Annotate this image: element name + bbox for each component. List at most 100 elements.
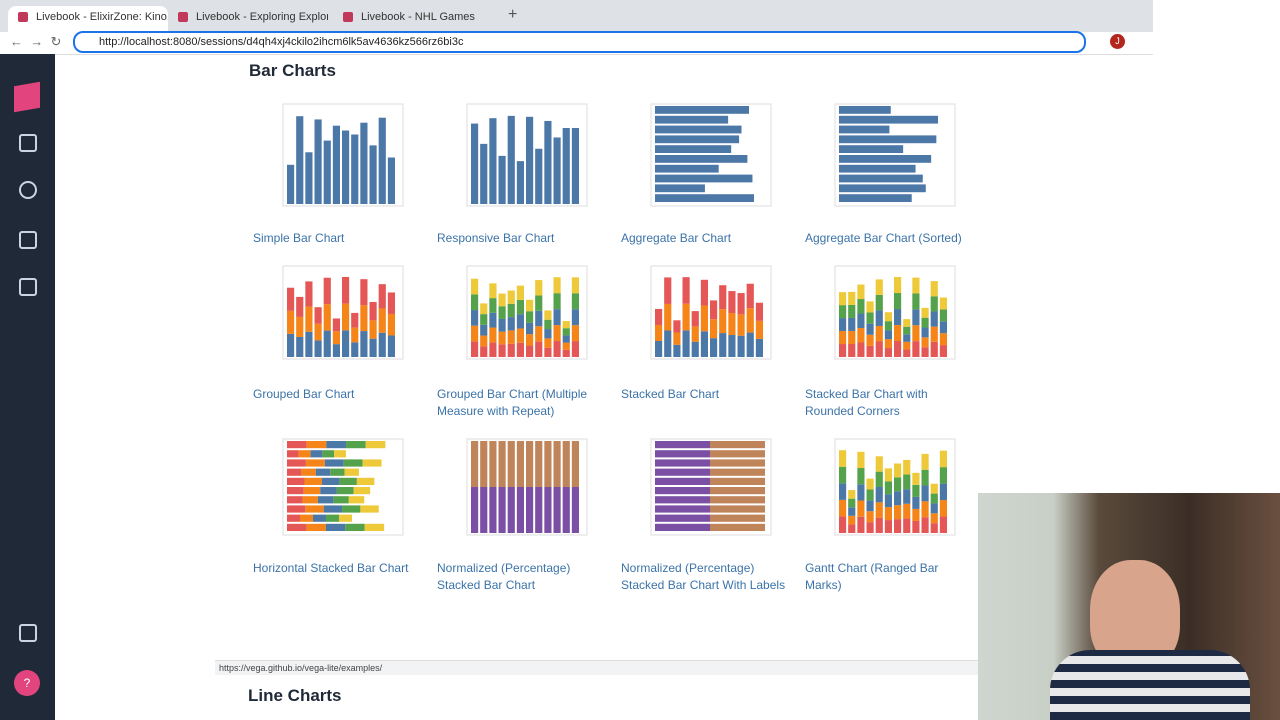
thumb-bar (516, 285, 524, 300)
caption[interactable]: Stacked Bar Chart (621, 387, 720, 401)
users-icon[interactable] (19, 181, 37, 199)
caption[interactable]: Responsive Bar Chart (437, 231, 555, 245)
thumb-bar (378, 332, 386, 357)
thumb-bar (746, 283, 754, 309)
caption[interactable]: Normalized (Percentage) Stacked Bar Char… (621, 561, 786, 592)
thumb-bar (287, 164, 295, 204)
thumb-bar (535, 295, 543, 311)
thumb-bar (939, 450, 947, 468)
tab[interactable]: Livebook - Exploring Explorer (168, 6, 328, 32)
caption[interactable]: Grouped Bar Chart (253, 387, 355, 401)
help-button[interactable]: ? (14, 670, 40, 696)
caption[interactable]: Gantt Chart (Ranged Bar Marks) (805, 561, 939, 592)
gallery-item[interactable]: Aggregate Bar Chart (Sorted) (805, 100, 975, 247)
thumb-bar (866, 511, 874, 523)
gallery-item[interactable]: Grouped Bar Chart (Multiple Measure with… (437, 262, 607, 420)
thumb-bar (930, 326, 938, 342)
thumb-bar (305, 459, 325, 467)
gallery-item[interactable]: Normalized (Percentage) Stacked Bar Char… (437, 435, 607, 594)
thumb-frame (834, 103, 956, 207)
thumb-bar (921, 517, 929, 533)
thumb-bar (489, 441, 497, 487)
caption[interactable]: Normalized (Percentage) Stacked Bar Char… (437, 561, 571, 592)
thumb-bar (312, 514, 326, 522)
gallery-item[interactable]: Gantt Chart (Ranged Bar Marks) (805, 435, 975, 594)
thumb-bar (903, 334, 911, 342)
thumb-bar (903, 518, 911, 533)
thumb-bar (839, 145, 904, 153)
gallery-item[interactable]: Stacked Bar Chart with Rounded Corners (805, 262, 975, 420)
thumb-bar (526, 299, 534, 312)
notebook-icon[interactable] (19, 134, 37, 152)
thumb-bar (339, 477, 357, 485)
thumb-bar (930, 513, 938, 524)
thumb-bar (857, 484, 865, 501)
caption[interactable]: Aggregate Bar Chart (Sorted) (805, 231, 962, 245)
thumb-bar (930, 483, 938, 494)
thumb-bar (857, 299, 865, 314)
thumb-bar (296, 316, 304, 337)
thumb-bar (365, 441, 386, 449)
caption[interactable]: Horizontal Stacked Bar Chart (253, 561, 409, 575)
thumb-bar (553, 309, 561, 326)
thumb-bar (317, 496, 334, 504)
thumb-bar (480, 335, 488, 347)
runtime-icon[interactable] (19, 231, 37, 249)
thumb-bar (884, 348, 892, 357)
nav-buttons[interactable]: ← → ↻ (10, 34, 62, 49)
thumb-bar (930, 281, 938, 297)
thumb-bar (321, 477, 340, 485)
caption[interactable]: Stacked Bar Chart with Rounded Corners (805, 387, 928, 418)
tab[interactable]: Livebook - ElixirZone: Kino, Na (8, 6, 168, 32)
thumb-bar (526, 334, 534, 346)
new-tab[interactable]: + (508, 6, 518, 23)
thumb-bar (903, 326, 911, 335)
url-bar[interactable]: http://localhost:8080/sessions/d4qh4xj4c… (73, 31, 1086, 53)
thumb-bar (866, 478, 874, 490)
caption[interactable]: Grouped Bar Chart (Multiple Measure with… (437, 387, 588, 418)
thumb-bar (360, 505, 379, 513)
thumb-frame (650, 103, 772, 207)
thumb-bar (737, 314, 745, 336)
keyboard-icon[interactable] (19, 624, 37, 642)
thumb-bar (562, 441, 570, 487)
logo[interactable] (14, 81, 40, 113)
gallery-item[interactable]: Normalized (Percentage) Stacked Bar Char… (621, 435, 791, 594)
gallery-item[interactable]: Aggregate Bar Chart (621, 100, 791, 247)
gallery-item[interactable]: Responsive Bar Chart (437, 100, 607, 247)
thumb-bar (894, 293, 902, 310)
thumb-bar (728, 313, 736, 336)
thumb-bar (314, 323, 322, 341)
thumbnail (466, 265, 588, 360)
thumbnail (834, 438, 956, 536)
thumb-bar (296, 116, 304, 204)
thumb-bar (535, 326, 543, 342)
bin-icon[interactable] (19, 278, 37, 296)
thumb-bar (719, 333, 727, 357)
tab[interactable]: Livebook - NHL Games (333, 6, 493, 32)
thumb-frame (466, 438, 588, 536)
thumb-bar (866, 334, 874, 346)
thumb-bar (378, 117, 386, 204)
thumb-bar (857, 313, 865, 329)
thumbnail (466, 103, 588, 207)
thumb-bar (857, 468, 865, 485)
caption[interactable]: Aggregate Bar Chart (621, 231, 732, 245)
thumb-bar (314, 119, 322, 204)
section-title: Bar Charts (249, 61, 336, 80)
thumb-bar (930, 296, 938, 312)
gallery-item[interactable]: Grouped Bar Chart (253, 262, 423, 403)
thumb-bar (498, 344, 506, 357)
gallery-item[interactable]: Horizontal Stacked Bar Chart (253, 435, 423, 577)
thumb-bar (346, 441, 366, 449)
thumb-bar (489, 283, 497, 299)
thumb-bar (571, 293, 579, 310)
gallery-item[interactable]: Simple Bar Chart (253, 100, 423, 247)
thumb-bar (848, 343, 856, 357)
thumb-bar (903, 349, 911, 357)
avatar[interactable]: J (1110, 34, 1125, 49)
gallery-item[interactable]: Stacked Bar Chart (621, 262, 791, 403)
caption[interactable]: Simple Bar Chart (253, 231, 345, 245)
thumb-bar (710, 300, 718, 320)
